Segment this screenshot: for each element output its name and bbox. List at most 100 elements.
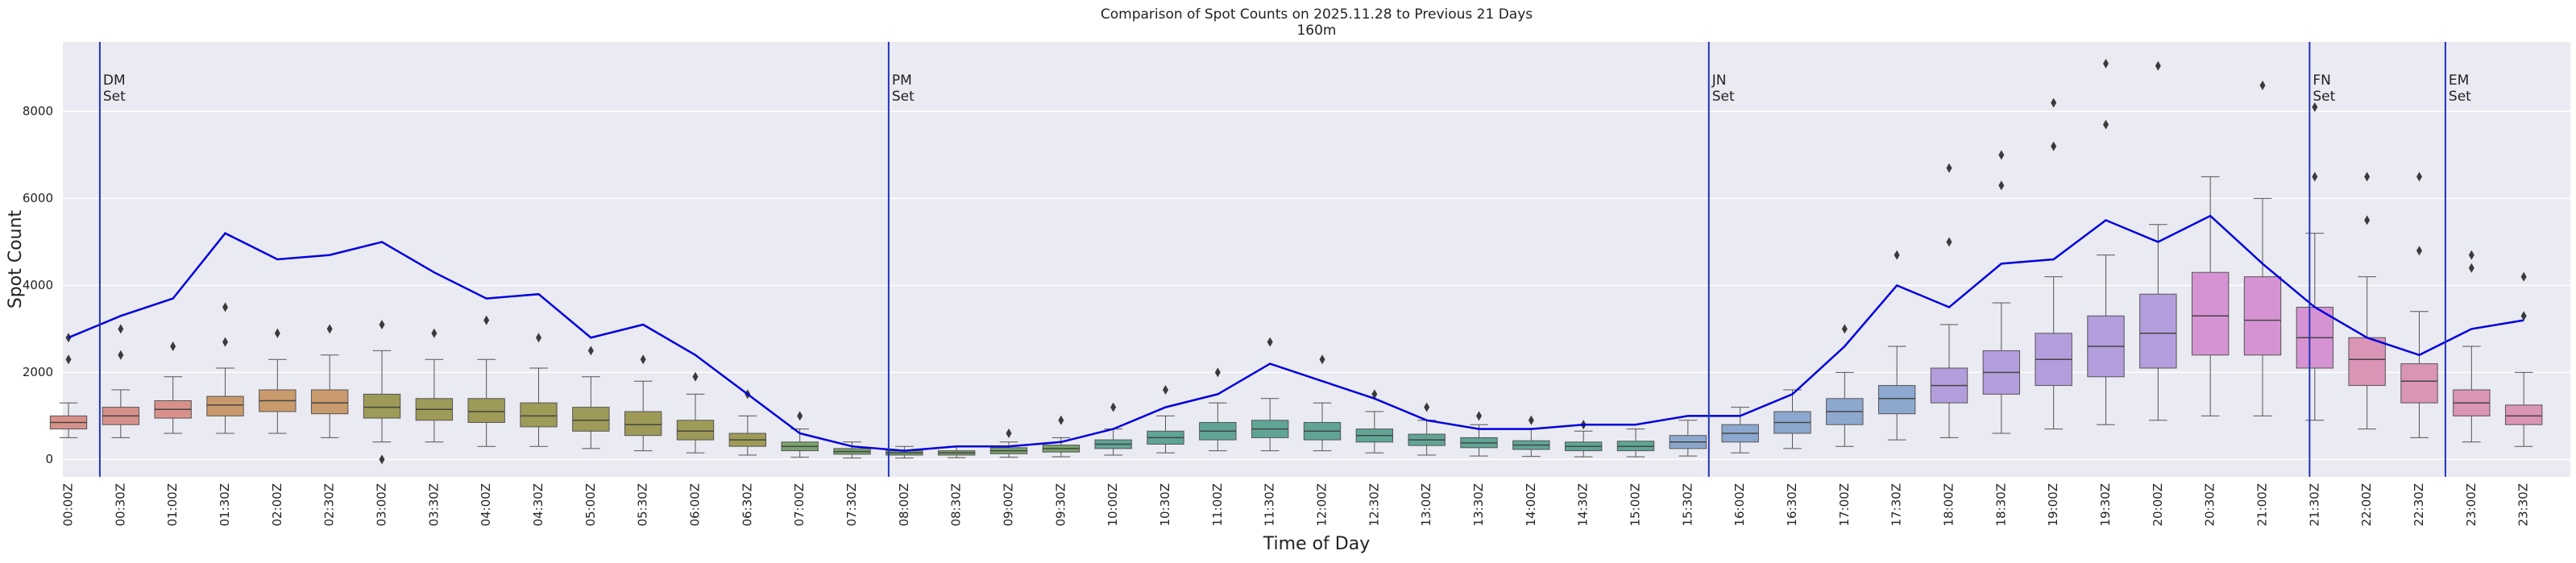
flier: [1894, 250, 1900, 260]
x-tick-label: 20:30Z: [2203, 483, 2217, 527]
y-axis-label: Spot Count: [6, 209, 26, 308]
x-tick-label: 21:30Z: [2307, 483, 2321, 527]
y-tick-label: 0: [45, 452, 53, 466]
box: [206, 395, 244, 416]
x-tick-label: 00:00Z: [61, 483, 76, 527]
flier: [1946, 237, 1952, 247]
x-tick-label: 14:30Z: [1576, 483, 1591, 527]
box: [2139, 293, 2177, 369]
flier: [2051, 97, 2057, 108]
flier: [118, 350, 124, 360]
y-tick-label: 6000: [23, 191, 53, 205]
x-tick-label: 09:00Z: [1002, 483, 1016, 527]
flier: [1998, 180, 2005, 191]
flier: [1998, 150, 2005, 160]
flier: [222, 337, 228, 347]
flier: [1476, 411, 1482, 421]
flier: [1267, 337, 1273, 347]
flier: [2103, 119, 2109, 130]
x-tick-label: 06:30Z: [740, 483, 754, 527]
flier: [1371, 389, 1378, 399]
flier: [2364, 215, 2371, 226]
x-tick-label: 17:00Z: [1837, 483, 1852, 527]
x-tick-label: 22:30Z: [2412, 483, 2426, 527]
line: [68, 214, 2524, 452]
annotation-label: Set: [103, 89, 126, 105]
flier: [797, 411, 803, 421]
annotation-label: Set: [2449, 89, 2471, 105]
x-tick-label: 00:30Z: [113, 483, 127, 527]
x-tick-label: 12:30Z: [1367, 483, 1381, 527]
x-tick-label: 16:00Z: [1732, 483, 1747, 527]
x-tick-label: 08:30Z: [949, 483, 964, 527]
flier: [65, 354, 72, 365]
flier: [118, 324, 124, 334]
x-tick-label: 23:00Z: [2464, 483, 2479, 527]
x-tick-label: 12:00Z: [1315, 483, 1329, 527]
annotation-label: JN: [1711, 72, 1727, 89]
x-tick-label: 04:30Z: [531, 483, 545, 527]
x-tick-label: 13:00Z: [1419, 483, 1433, 527]
x-tick-label: 22:00Z: [2359, 483, 2374, 527]
x-tick-label: 03:00Z: [375, 483, 389, 527]
flier: [1946, 163, 1952, 173]
flier: [222, 302, 228, 313]
box: [2400, 363, 2438, 404]
x-tick-label: 21:00Z: [2255, 483, 2270, 527]
x-tick-label: 05:30Z: [636, 483, 650, 527]
box: [363, 393, 401, 419]
flier: [326, 324, 333, 334]
flier: [483, 315, 490, 325]
flier: [1841, 324, 1848, 334]
x-tick-label: 15:00Z: [1628, 483, 1643, 527]
box: [467, 398, 505, 423]
annotation-label: Set: [892, 89, 915, 105]
box: [310, 389, 349, 415]
x-tick-label: 19:30Z: [2098, 483, 2113, 527]
box: [2191, 271, 2230, 356]
x-tick-label: 01:00Z: [165, 483, 180, 527]
x-tick-label: 03:30Z: [426, 483, 441, 527]
flier: [2259, 81, 2266, 90]
x-tick-label: 19:00Z: [2046, 483, 2060, 527]
x-tick-label: 20:00Z: [2151, 483, 2165, 527]
flier: [536, 333, 541, 343]
annotation-label: EM: [2449, 72, 2469, 89]
annotation-label: Set: [2313, 89, 2335, 105]
flier: [2520, 311, 2527, 321]
box: [624, 411, 662, 437]
flier: [1058, 415, 1064, 425]
annotation-label: PM: [892, 72, 912, 89]
x-tick-label: 10:30Z: [1158, 483, 1172, 527]
x-tick-label: 18:30Z: [1993, 483, 2008, 527]
box: [572, 407, 610, 432]
box: [676, 420, 715, 441]
chart-subtitle: 160m: [1296, 23, 1336, 39]
flier: [1319, 354, 1325, 365]
flier: [379, 454, 385, 465]
flier: [1424, 402, 1430, 412]
x-tick-label: 02:00Z: [270, 483, 284, 527]
chart-title: Comparison of Spot Counts on 2025.11.28 …: [1101, 6, 1533, 23]
x-tick-label: 11:30Z: [1263, 483, 1277, 527]
flier: [2520, 271, 2527, 282]
x-tick-label: 04:00Z: [479, 483, 493, 527]
x-tick-label: 08:00Z: [897, 483, 911, 527]
y-tick-label: 2000: [23, 365, 53, 379]
x-tick-label: 06:00Z: [688, 483, 703, 527]
box: [520, 402, 558, 428]
flier: [1528, 415, 1534, 425]
x-tick-label: 16:30Z: [1785, 483, 1799, 527]
flier: [2103, 59, 2109, 68]
flier: [1006, 428, 1012, 438]
flier: [2312, 102, 2318, 112]
x-tick-label: 09:30Z: [1053, 483, 1068, 527]
flier: [2312, 172, 2318, 182]
flier: [1163, 385, 1168, 395]
flier: [2051, 141, 2057, 151]
flier: [170, 342, 176, 351]
x-tick-label: 07:00Z: [792, 483, 807, 527]
x-tick-label: 07:30Z: [844, 483, 859, 527]
annotation-label: DM: [103, 72, 126, 89]
flier: [2155, 60, 2161, 71]
